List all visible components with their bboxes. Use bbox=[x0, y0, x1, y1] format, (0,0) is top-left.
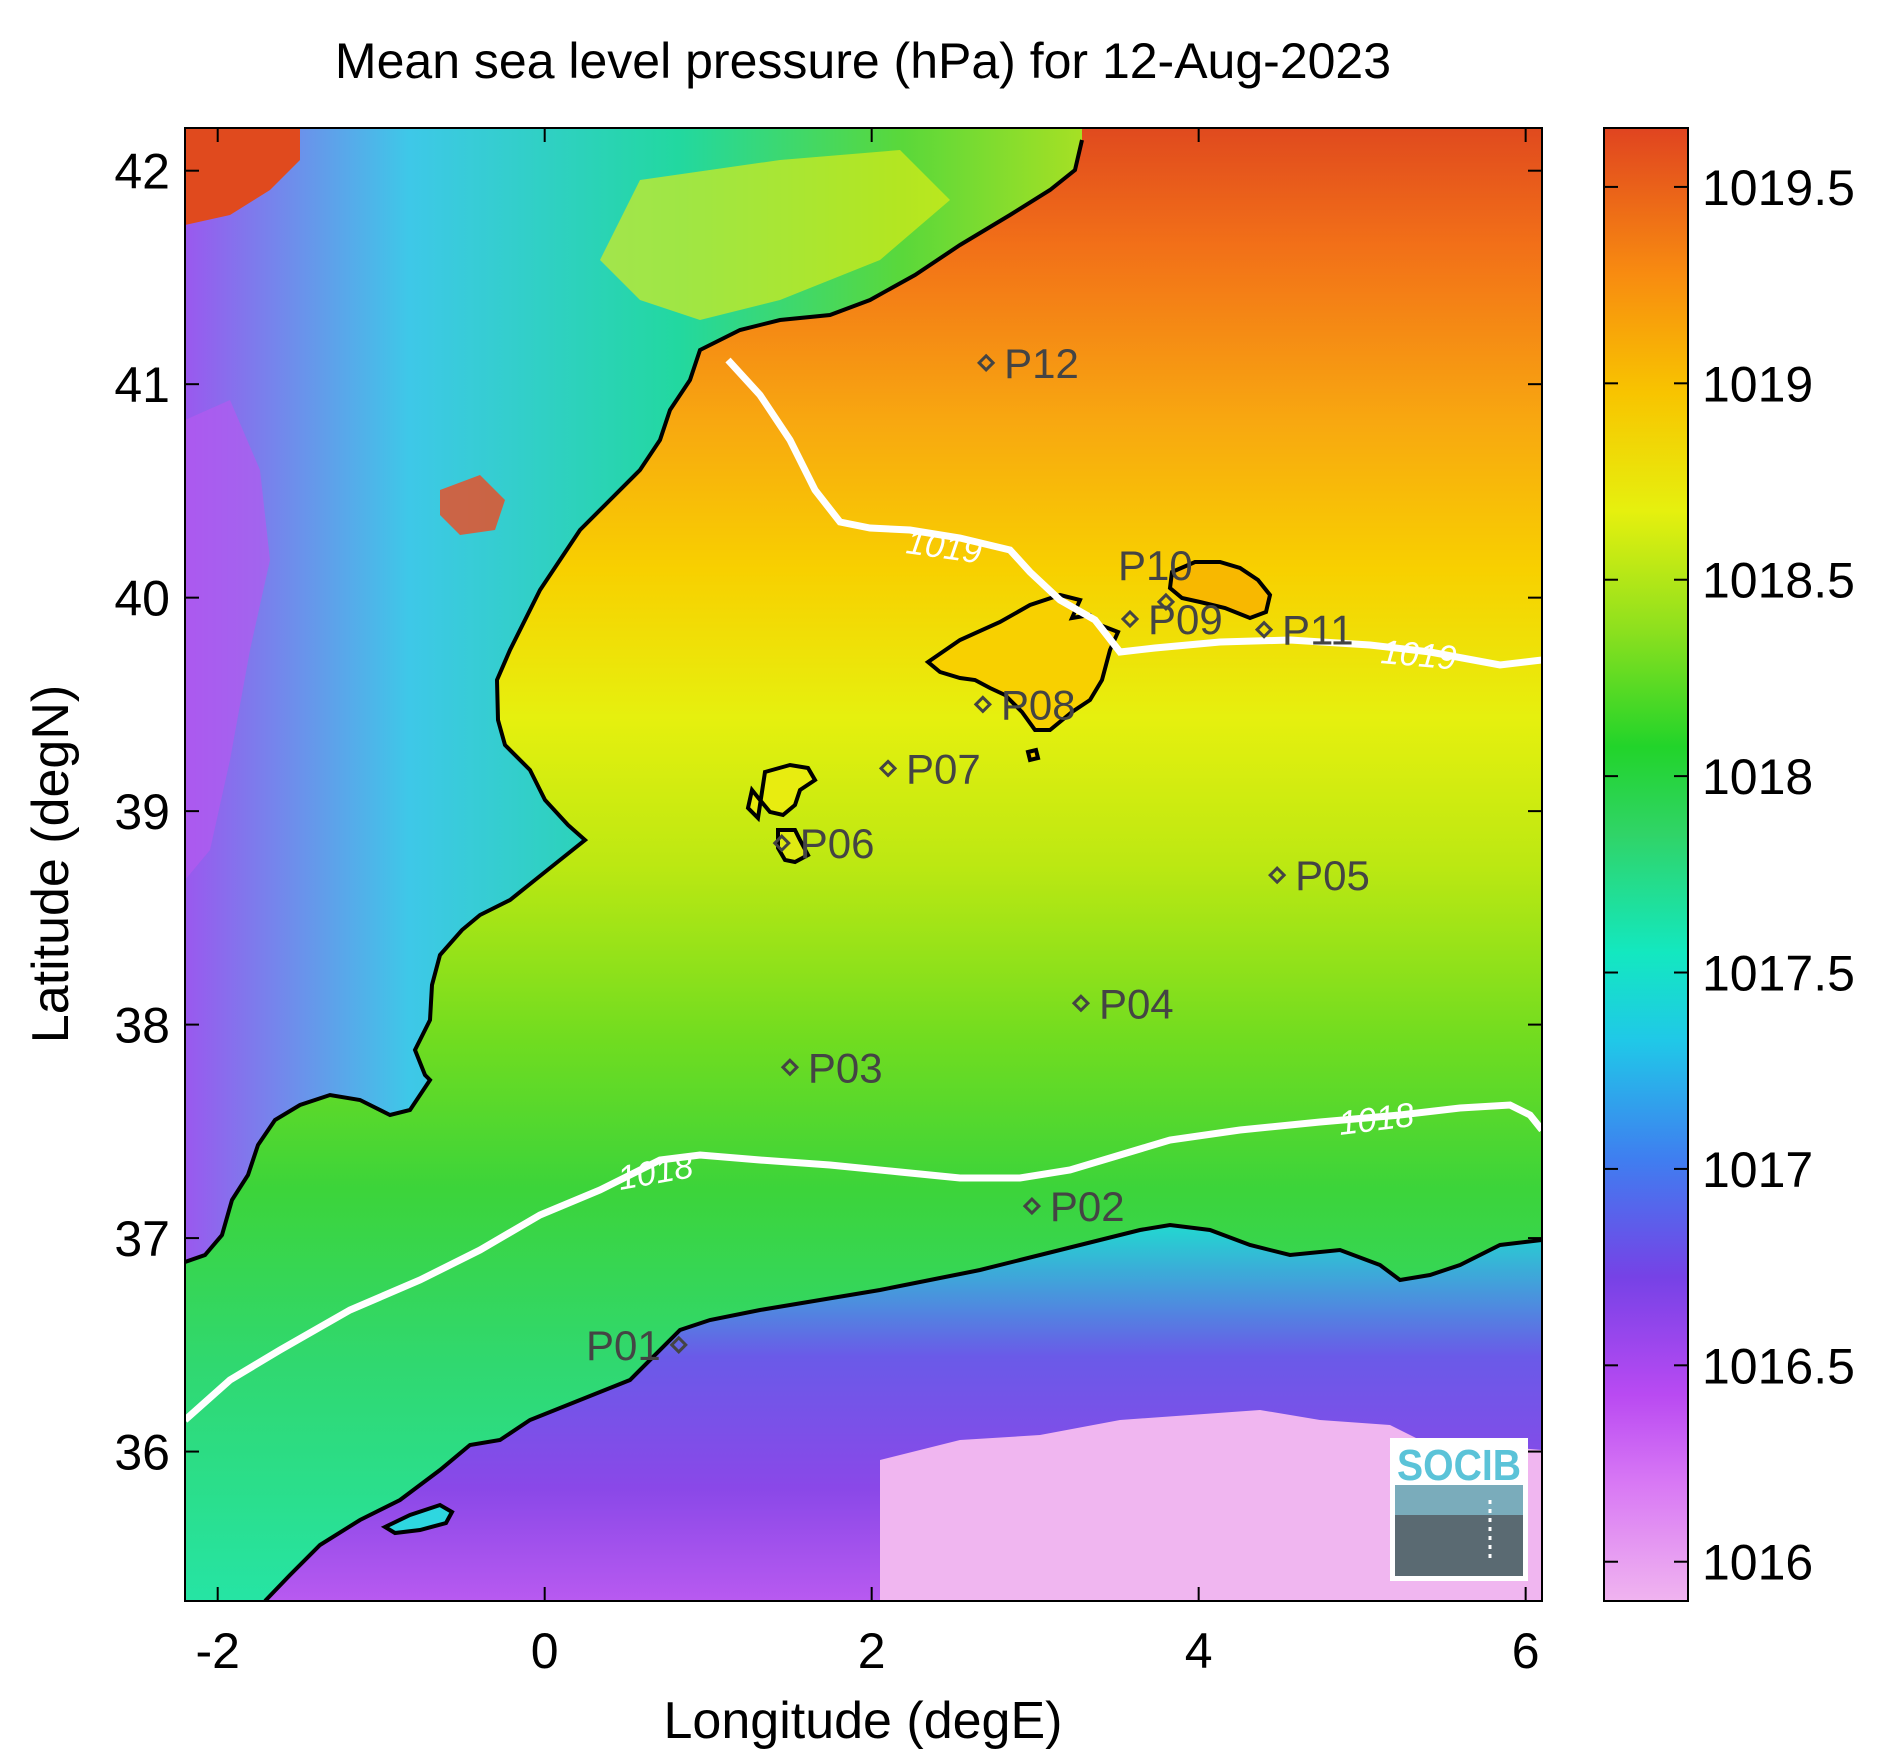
cabrera-island bbox=[1025, 747, 1041, 763]
africa-coastline bbox=[263, 1222, 1542, 1601]
station-marker-p06 bbox=[772, 834, 791, 853]
mallorca-island bbox=[924, 592, 1121, 732]
contour-1018-label-east: 1018 bbox=[1336, 1096, 1416, 1143]
colorbar-gradient bbox=[1603, 127, 1689, 1602]
station-marker-p03 bbox=[780, 1058, 800, 1077]
station-label-p05: P05 bbox=[1295, 852, 1370, 899]
station-marker-p02 bbox=[1022, 1196, 1042, 1216]
station-label-p07: P07 bbox=[906, 745, 981, 792]
contour-1018-line bbox=[185, 1101, 1542, 1423]
colorbar-tick-label: 1017.5 bbox=[1702, 946, 1855, 1002]
station-marker-p05 bbox=[1268, 866, 1287, 885]
station-marker-p11 bbox=[1254, 620, 1274, 639]
colorbar: 1016 1016.5 1017 1017.5 1018 1018.5 1019 1019.5 bbox=[1603, 127, 1855, 1602]
contour-1019-label-east: 1019 bbox=[1379, 633, 1458, 677]
x-tick-label: -2 bbox=[195, 1623, 239, 1679]
x-tick-label: 4 bbox=[1185, 1623, 1213, 1679]
colorbar-tick-label: 1019 bbox=[1702, 356, 1813, 412]
ibiza-island bbox=[745, 762, 818, 823]
station-label-p04: P04 bbox=[1099, 980, 1174, 1027]
logo-text: SOCIB bbox=[1397, 1441, 1521, 1490]
station-marker-p01 bbox=[669, 1335, 688, 1354]
station-label-p12: P12 bbox=[1004, 340, 1079, 387]
x-tick-label: 0 bbox=[531, 1623, 559, 1679]
y-tick-label: 38 bbox=[114, 998, 170, 1054]
y-tick-label: 39 bbox=[114, 784, 170, 840]
africa-low-pink bbox=[880, 1410, 1542, 1601]
colorbar-tick-label: 1016.5 bbox=[1702, 1338, 1855, 1394]
station-marker-p10 bbox=[1156, 592, 1176, 612]
station-label-p02: P02 bbox=[1050, 1183, 1125, 1230]
colorbar-tick-label: 1018.5 bbox=[1702, 553, 1855, 609]
logo-wave-top bbox=[1395, 1485, 1523, 1515]
station-label-p08: P08 bbox=[1001, 681, 1076, 728]
station-marker-p04 bbox=[1071, 994, 1091, 1013]
colorbar-ticks: 1016 1016.5 1017 1017.5 1018 1018.5 1019 1019.5 bbox=[1604, 160, 1855, 1591]
iberia-land bbox=[185, 128, 1082, 1262]
y-tick-label: 41 bbox=[114, 357, 170, 413]
station-label-p03: P03 bbox=[808, 1044, 883, 1091]
plot-frame bbox=[184, 127, 1543, 1602]
station-label-p01: P01 bbox=[586, 1322, 661, 1369]
station-label-p06: P06 bbox=[800, 820, 875, 867]
x-axis-label: Longitude (degE) bbox=[664, 1692, 1063, 1750]
station-label-p11: P11 bbox=[1282, 607, 1354, 654]
y-axis-ticks: 36 37 38 39 40 41 42 bbox=[114, 144, 1542, 1481]
station-marker-p12 bbox=[976, 353, 996, 372]
station-marker-p07 bbox=[878, 759, 898, 778]
station-marker-p08 bbox=[973, 695, 992, 714]
y-tick-label: 42 bbox=[114, 144, 170, 200]
y-tick-label: 40 bbox=[114, 571, 170, 627]
x-axis-ticks: -2 0 2 4 6 bbox=[195, 128, 1540, 1679]
iberia-interior-purple bbox=[185, 400, 270, 880]
colorbar-tick-label: 1017 bbox=[1702, 1142, 1813, 1198]
colorbar-tick-label: 1016 bbox=[1702, 1535, 1813, 1591]
map-title: Mean sea level pressure (hPa) for 12-Aug… bbox=[335, 33, 1391, 89]
socib-logo: SOCIB bbox=[1390, 1438, 1528, 1581]
iberia-inland-warm bbox=[600, 150, 950, 320]
iberia-coastline bbox=[185, 139, 1084, 1264]
y-tick-label: 36 bbox=[114, 1425, 170, 1481]
contour-1019-line bbox=[725, 357, 1542, 669]
map-plot-area bbox=[185, 128, 1542, 1601]
y-axis-label: Latitude (degN) bbox=[22, 685, 80, 1043]
menorca-island bbox=[1167, 560, 1273, 621]
x-tick-label: 6 bbox=[1512, 1623, 1540, 1679]
y-tick-label: 37 bbox=[114, 1211, 170, 1267]
iberia-high-patch bbox=[185, 128, 300, 225]
station-label-p10: P10 bbox=[1118, 542, 1193, 589]
colorbar-tick-label: 1018 bbox=[1702, 749, 1813, 805]
station-marker-p09 bbox=[1120, 609, 1140, 629]
alboran-island bbox=[380, 1502, 455, 1536]
colorbar-tick-label: 1019.5 bbox=[1702, 160, 1855, 216]
x-tick-label: 2 bbox=[858, 1623, 886, 1679]
iberia-inland-red bbox=[440, 475, 505, 535]
